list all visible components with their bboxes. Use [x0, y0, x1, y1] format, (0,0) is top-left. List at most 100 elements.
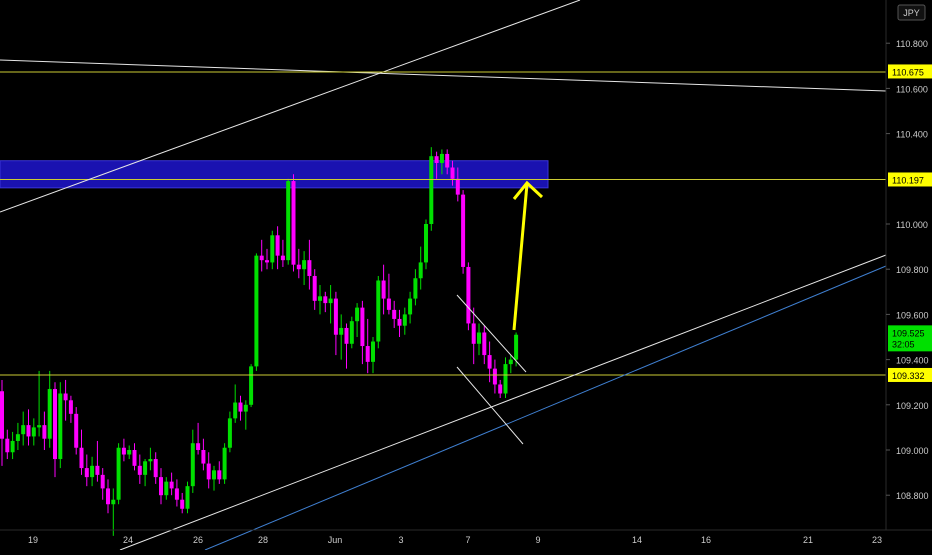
x-tick-label: 7	[465, 535, 470, 545]
candle	[280, 239, 285, 267]
candle-body-down	[392, 309, 397, 319]
candle-body-down	[455, 178, 460, 195]
candle-body-up	[90, 465, 95, 478]
candle-body-down	[74, 413, 79, 448]
channel-line-lower[interactable]	[456, 366, 524, 445]
price-label-text: 109.332	[892, 371, 925, 381]
candle-body-up	[31, 427, 36, 437]
candle	[68, 395, 73, 423]
candle-body-up	[302, 260, 307, 270]
candle-body-down	[217, 470, 222, 480]
candle	[15, 422, 20, 450]
candle	[143, 459, 148, 487]
candle-body-up	[418, 262, 423, 279]
candle-body-down	[291, 181, 296, 265]
candle	[291, 174, 296, 272]
candle-body-up	[254, 255, 259, 367]
candle	[227, 411, 232, 453]
candle	[376, 275, 381, 349]
trendline-support-blue[interactable]	[204, 265, 887, 551]
candle-body-up	[212, 470, 216, 480]
candle-body-up	[111, 499, 116, 505]
candle	[413, 269, 418, 306]
candle-body-up	[249, 366, 254, 405]
candle	[270, 230, 275, 270]
candle-body-down	[259, 255, 264, 261]
candle	[508, 355, 513, 374]
candle	[47, 370, 52, 448]
candle-body-down	[466, 266, 471, 324]
y-tick-label: 110.400	[896, 130, 928, 140]
candle-body-up	[10, 440, 15, 453]
candle	[42, 411, 47, 450]
current-price-countdown: 32:05	[892, 339, 915, 349]
candle-body-down	[487, 355, 492, 369]
x-tick-label: 24	[123, 535, 133, 545]
resistance-zone	[0, 160, 549, 189]
price-ticks: 110.800 110.600 110.400 110.000 109.800 109.6…	[886, 39, 929, 501]
candle	[333, 291, 338, 356]
candle-body-down	[121, 447, 126, 455]
candle-body-down	[53, 388, 57, 460]
x-tick-label: 3	[398, 535, 403, 545]
candle	[455, 167, 460, 202]
candle	[408, 291, 413, 324]
candle-body-down	[434, 156, 439, 163]
y-tick-label: 108.800	[896, 491, 929, 501]
trendline-upper-diagonal[interactable]	[0, 0, 581, 213]
candle	[31, 418, 36, 446]
x-tick-label: 23	[872, 535, 882, 545]
candle	[286, 178, 291, 265]
projection-arrow-shaft[interactable]	[512, 183, 529, 331]
candle-body-down	[344, 327, 349, 344]
candle-body-up	[477, 332, 481, 344]
candle	[461, 190, 466, 274]
x-tick-label: 14	[632, 535, 642, 545]
candle-body-up	[508, 359, 513, 365]
candle-body-down	[159, 477, 163, 496]
candle-body-up	[190, 443, 195, 487]
candles-layer	[0, 147, 519, 536]
candle	[498, 379, 503, 399]
candle	[153, 452, 158, 484]
candle-body-up	[439, 153, 444, 163]
candle-body-up	[21, 425, 26, 435]
candle	[100, 468, 105, 500]
candle	[185, 481, 190, 514]
candle	[116, 443, 121, 505]
x-tick-label: Jun	[328, 535, 343, 545]
candle	[196, 422, 201, 455]
x-tick-label: 9	[535, 535, 540, 545]
candle	[371, 337, 375, 374]
candle-body-down	[132, 450, 137, 466]
candle	[26, 409, 31, 446]
trendline-support[interactable]	[119, 254, 887, 551]
candle-body-up	[164, 481, 169, 496]
candle	[397, 309, 402, 337]
candle	[132, 443, 137, 471]
trendline-descending-top[interactable]	[0, 59, 887, 92]
y-tick-label: 110.600	[896, 84, 928, 94]
channel-line-upper[interactable]	[456, 294, 527, 373]
candle	[249, 364, 254, 408]
x-tick-label: 21	[803, 535, 813, 545]
candle-body-down	[68, 400, 73, 414]
candle-body-up	[349, 321, 354, 344]
candle	[10, 431, 15, 460]
candle	[259, 239, 264, 272]
candle-body-up	[185, 486, 190, 509]
candle-body-down	[397, 318, 402, 326]
candle	[307, 239, 312, 290]
candle	[58, 382, 63, 469]
candle	[503, 357, 508, 399]
candle	[386, 273, 391, 315]
candle	[79, 429, 84, 475]
candle	[159, 468, 163, 505]
candle	[429, 147, 434, 231]
candle-body-down	[280, 255, 285, 261]
candle-body-up	[148, 459, 153, 462]
candle	[180, 492, 185, 514]
candle	[275, 226, 280, 270]
